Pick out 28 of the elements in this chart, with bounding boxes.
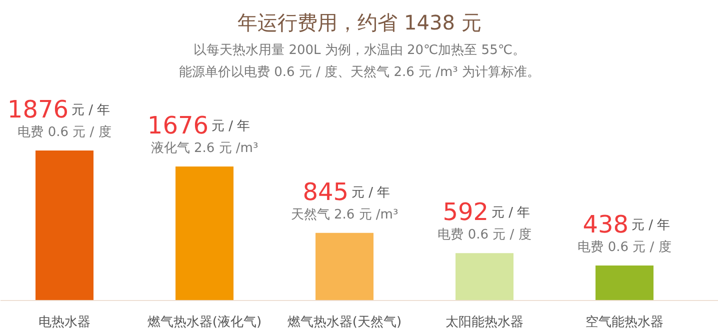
annotation: 元 / 年: [72, 103, 110, 118]
annotation: 元 / 年: [352, 185, 390, 200]
data-label: 438: [582, 210, 629, 238]
x-tick-label: 电热水器: [38, 315, 90, 330]
annotation: 电费 0.6 元 / 度: [18, 124, 112, 140]
annotation: 元 / 年: [632, 218, 670, 233]
annotation: 元 / 年: [212, 118, 250, 134]
data-label: 592: [442, 198, 489, 226]
text: 能源单价以电费 0.6 元 / 度、天然气 2.6 元 /m³ 为计算标准。: [178, 64, 540, 80]
x-tick-label: 燃气热水器(液化气): [147, 315, 262, 330]
annotation: 元 / 年: [492, 206, 530, 221]
data-label: 845: [302, 178, 349, 206]
data-label: 1876: [7, 96, 68, 124]
annotation: 液化气 2.6 元 /m³: [150, 140, 258, 156]
chart-subtitle: 以每天热水用量 200L 为例，水温由 20℃加热至 55℃。: [194, 43, 526, 58]
chart-title: 年运行费用，约省 1438 元: [238, 10, 482, 34]
x-tick-label: 燃气热水器(天然气): [287, 315, 402, 330]
annotation: 电费 0.6 元 / 度: [438, 226, 532, 243]
bar: [316, 232, 374, 300]
data-label: 1676: [147, 111, 208, 140]
bar: [596, 265, 654, 300]
x-tick-label: 空气能热水器: [586, 315, 664, 330]
bar: [456, 253, 514, 300]
x-tick-label: 太阳能热水器: [446, 315, 524, 330]
annotation: 电费 0.6 元 / 度: [578, 238, 672, 255]
bar: [36, 150, 94, 300]
annotation: 天然气 2.6 元 /m³: [290, 207, 398, 222]
bar: [176, 166, 234, 300]
